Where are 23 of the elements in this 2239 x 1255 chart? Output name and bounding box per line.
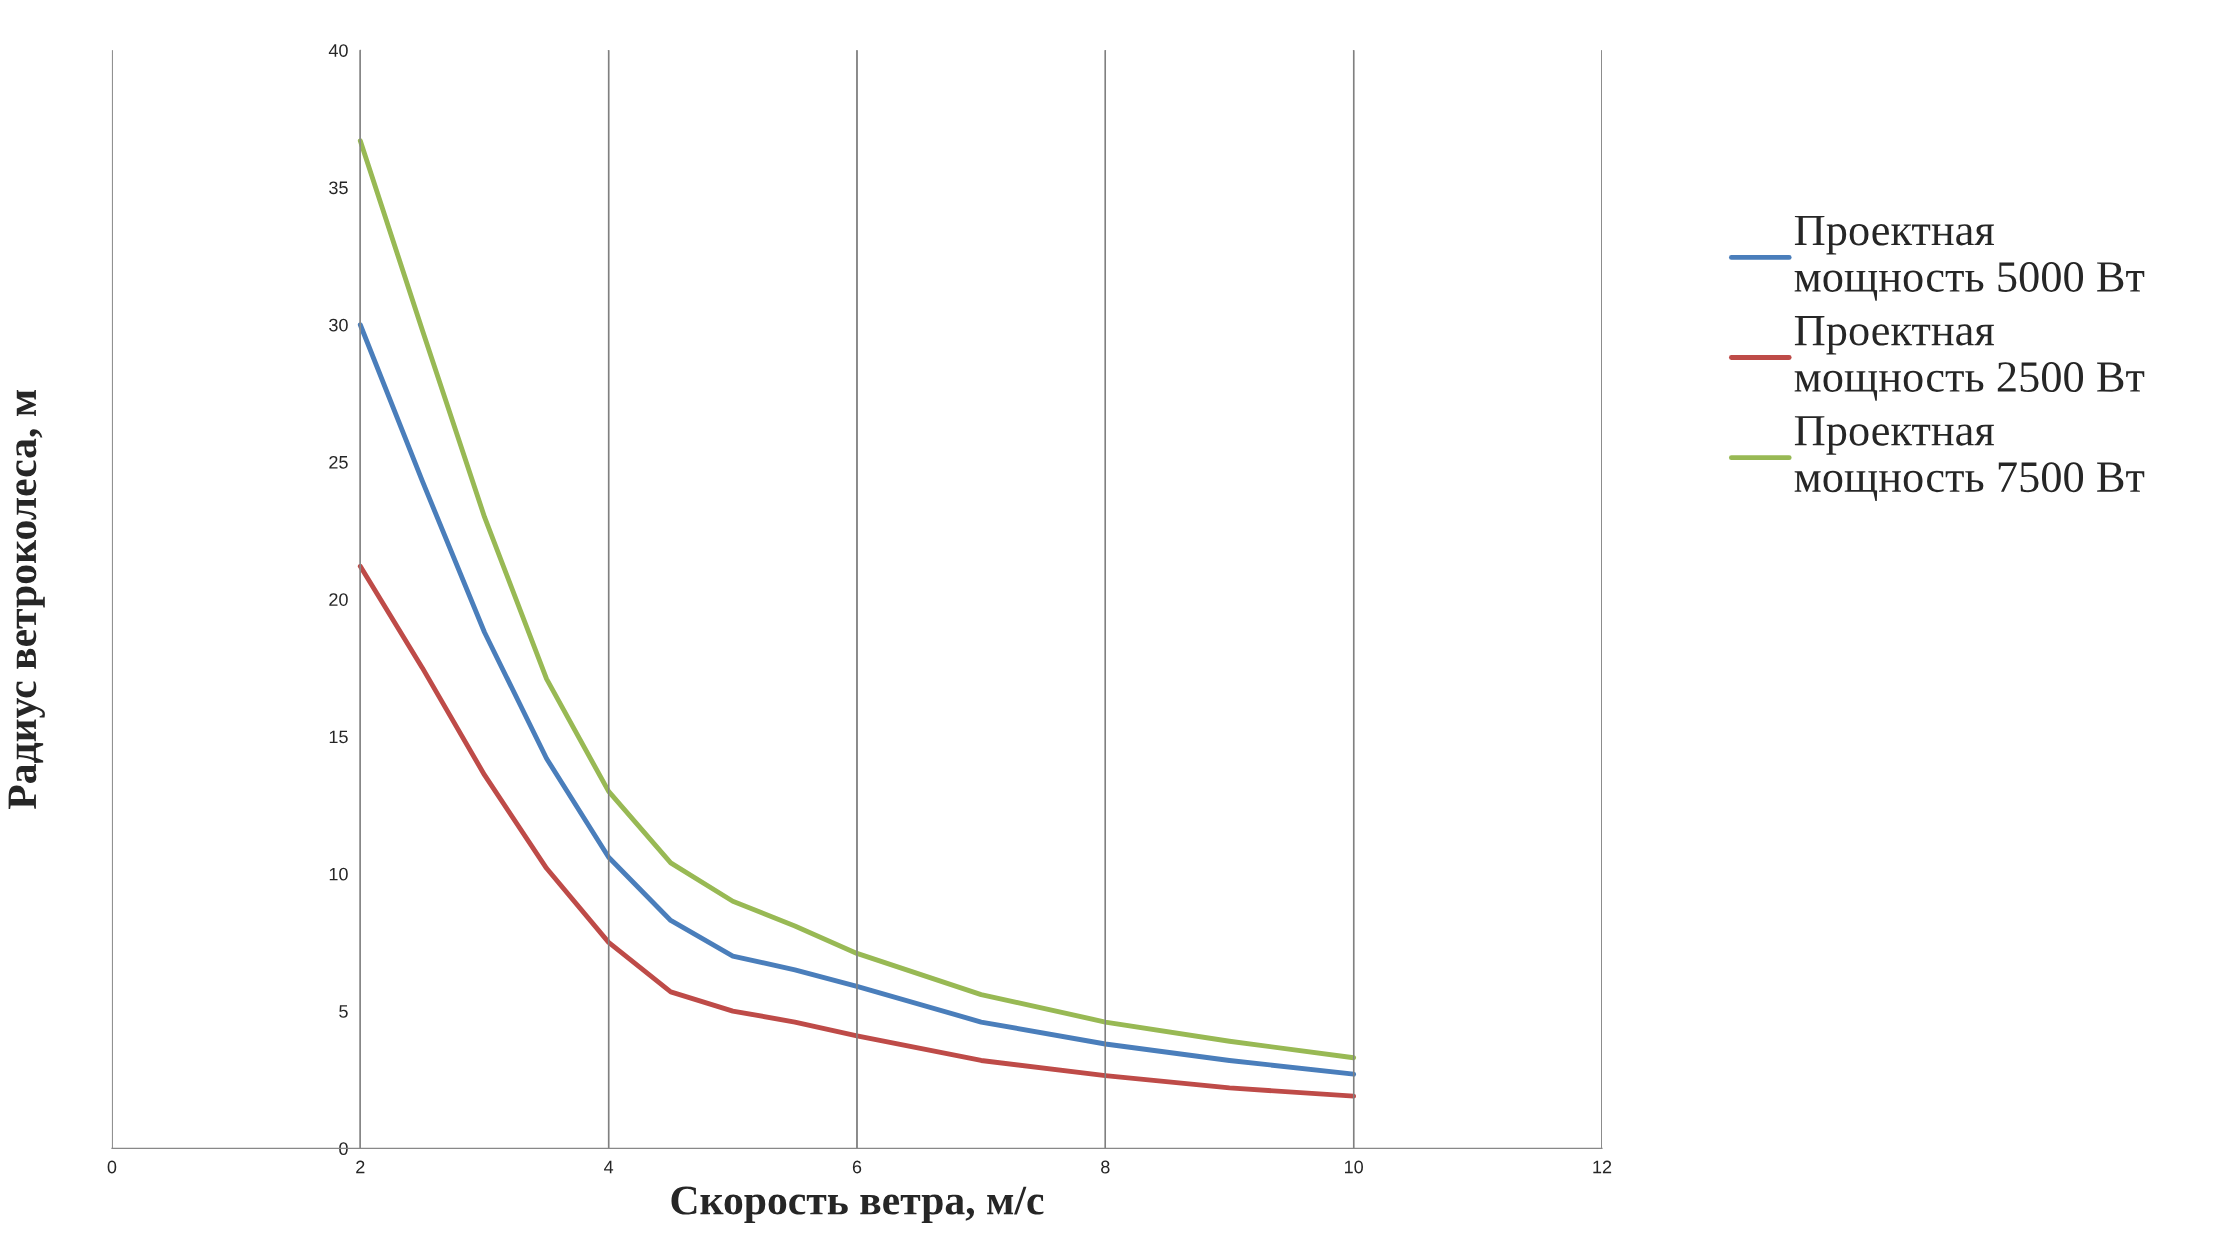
y-axis-title: Радиус ветроколеса, м (8, 390, 45, 810)
x-tick-label: 2 (356, 1160, 365, 1174)
x-tick-label: 10 (1345, 1160, 1363, 1174)
line-series (357, 563, 1357, 1099)
x-tick-label: 0 (107, 1160, 117, 1174)
legend-label: Проектная мощность 7500 Вт (1794, 416, 2145, 501)
x-axis-title: Скорость ветра, м/с (671, 1186, 1044, 1224)
legend-label: Проектная мощность 2500 Вт (1794, 316, 2145, 401)
legend-label: Проектная мощность 5000 Вт (1794, 215, 2145, 301)
line-series (357, 322, 1357, 1077)
y-tick-label: 30 (329, 318, 348, 332)
y-tick-label: 5 (339, 1005, 348, 1018)
y-tick-label: 15 (329, 730, 348, 744)
x-tick-label: 4 (604, 1160, 614, 1174)
line-series (357, 138, 1357, 1061)
x-tick-label: 8 (1101, 1160, 1110, 1174)
y-tick-label: 40 (328, 44, 348, 57)
y-tick-label: 25 (329, 455, 348, 469)
y-tick-label: 35 (329, 181, 348, 195)
x-tick-label: 12 (1593, 1160, 1612, 1174)
y-tick-label: 20 (329, 593, 348, 606)
x-tick-label: 6 (852, 1160, 862, 1174)
y-tick-label: 10 (329, 867, 348, 881)
